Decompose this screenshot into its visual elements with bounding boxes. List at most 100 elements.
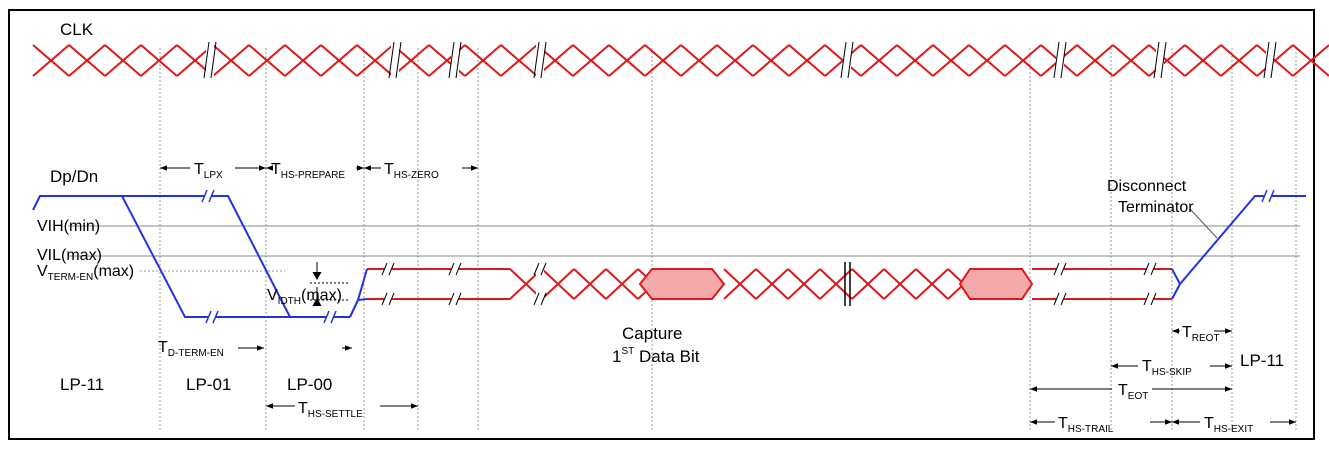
- hs-break-mark: [540, 292, 547, 306]
- clk-waveform: [32, 40, 1329, 82]
- last-bit-fill: [958, 268, 1034, 300]
- clk-edge: [968, 59, 1006, 77]
- clk-break-gap: [843, 40, 851, 82]
- hs-break-mark: [388, 292, 395, 306]
- clk-edge: [860, 59, 898, 77]
- teot-label: TEOT: [1118, 382, 1148, 402]
- vterm-label: VTERM-EN(max): [37, 263, 134, 283]
- clk-break-mark: [1060, 41, 1067, 79]
- state-lp00: LP-00: [287, 375, 332, 394]
- state-lp11-end: LP-11: [1240, 351, 1284, 370]
- hs-bit: [819, 282, 853, 300]
- clk-break-mark: [448, 41, 455, 79]
- hs-break-mark: [533, 292, 540, 306]
- clk-edge: [500, 59, 538, 77]
- clk-edge: [608, 59, 646, 77]
- clk-edge: [788, 59, 826, 77]
- clk-break-gap: [1156, 40, 1164, 82]
- hs-bit: [851, 268, 885, 286]
- clk-edge: [752, 59, 790, 77]
- clk-edge: [1112, 59, 1150, 77]
- hs-break-mark: [1060, 262, 1067, 276]
- timing-arrows: [160, 165, 1296, 425]
- clk-edge: [140, 59, 178, 77]
- hs-data-waveform: [367, 262, 1172, 306]
- clk-break-mark: [388, 41, 395, 79]
- clk-edge: [356, 59, 394, 77]
- clk-edge: [788, 44, 826, 62]
- capture-bit-fill: [638, 268, 726, 300]
- clk-label: CLK: [60, 20, 94, 39]
- hs-bit: [755, 268, 789, 286]
- hs-bit: [851, 282, 885, 300]
- clk-break-gap: [206, 40, 214, 82]
- hs-bit: [541, 282, 575, 300]
- hs-break-mark: [448, 262, 455, 276]
- hs-break-mark: [448, 292, 455, 306]
- hs-break-mark: [1150, 292, 1157, 306]
- clk-edge: [608, 44, 646, 62]
- vidth-marker: [310, 262, 350, 307]
- hs-break-gap: [536, 264, 544, 304]
- clk-edge: [1184, 59, 1222, 77]
- hs-break-mark: [388, 262, 395, 276]
- clk-break-gap: [391, 40, 399, 82]
- hs-break-gap: [1146, 264, 1154, 304]
- lp-break-mark: [212, 310, 219, 324]
- treot-label: TREOT: [1182, 324, 1220, 344]
- clk-edge: [752, 44, 790, 62]
- clk-break-gap: [451, 40, 459, 82]
- clk-edge: [248, 44, 286, 62]
- clk-edge: [284, 44, 322, 62]
- state-lp11-start: LP-11: [60, 375, 104, 394]
- hs-bit: [605, 268, 639, 286]
- clk-edge: [68, 44, 106, 62]
- clk-edge: [644, 59, 682, 77]
- hs-break-mark: [1053, 262, 1060, 276]
- clk-edge: [896, 59, 934, 77]
- clk-edge: [932, 59, 970, 77]
- clk-edge: [644, 44, 682, 62]
- hs-break-mark: [533, 262, 540, 276]
- clk-edge: [1004, 59, 1042, 77]
- capture-line1: Capture: [622, 324, 682, 343]
- dp-trace: [122, 195, 291, 318]
- disconnect-line2: Terminator: [1118, 199, 1194, 216]
- hs-bit: [883, 268, 917, 286]
- hs-bit: [883, 282, 917, 300]
- clk-edge: [1076, 59, 1114, 77]
- clk-edge: [1292, 59, 1329, 77]
- clk-break-mark: [540, 41, 547, 79]
- clk-break-mark: [1153, 41, 1160, 79]
- lp-break-mark: [1268, 189, 1275, 203]
- ths-prepare-label: THS-PREPARE: [271, 161, 345, 181]
- lp-waveform: [32, 195, 1306, 318]
- vidth-label: VIDTH(max): [267, 287, 342, 307]
- hs-break-gap: [1056, 264, 1064, 304]
- hs-break-gap: [451, 264, 459, 304]
- clk-break-mark: [840, 41, 847, 79]
- hs-bit: [541, 268, 575, 286]
- clk-edge: [1292, 44, 1329, 62]
- clk-break-gap: [536, 40, 544, 82]
- clk-edge: [356, 44, 394, 62]
- clk-edge: [464, 59, 502, 77]
- clk-edge: [464, 44, 502, 62]
- ths-exit-label: THS-EXIT: [1204, 415, 1253, 435]
- lp-break-gap: [204, 190, 212, 202]
- ths-zero-label: THS-ZERO: [384, 161, 439, 181]
- clk-edge: [932, 44, 970, 62]
- guide-lines: [159, 48, 1297, 430]
- clk-edge: [860, 44, 898, 62]
- hs-break-mark: [455, 262, 462, 276]
- clk-edge: [1220, 59, 1258, 77]
- clk-edge: [1256, 59, 1294, 77]
- clk-break-mark: [395, 41, 402, 79]
- hs-break-gap: [384, 264, 392, 304]
- lp-break-mark: [323, 310, 330, 324]
- clk-break-mark: [533, 41, 540, 79]
- ths-settle-label: THS-SETTLE: [298, 400, 363, 420]
- lp-break-mark: [1261, 189, 1268, 203]
